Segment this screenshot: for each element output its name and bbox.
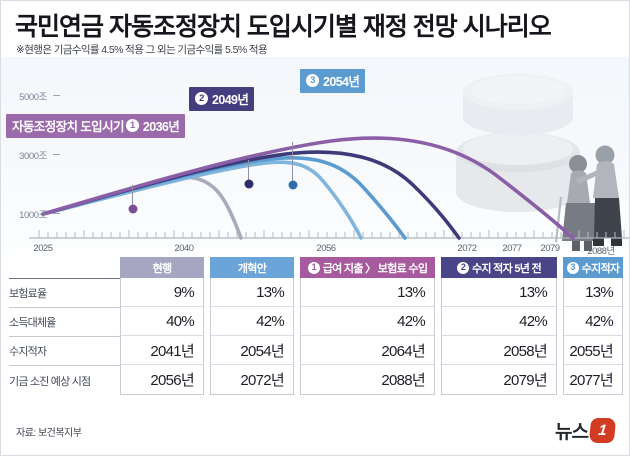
page-subtitle: ※현행은 기금수익률 4.5% 적용 그 외는 기금수익률 5.5% 적용 xyxy=(16,44,268,56)
row-label-premium-rate: 보험료율 xyxy=(9,279,121,308)
row-label-replacement-rate: 소득대체율 xyxy=(9,308,121,337)
cell-scenario-2-deficit: 2058년 xyxy=(442,336,556,365)
callout-leader-3 xyxy=(292,142,294,185)
cell-hyeonhaeng-replacement: 40% xyxy=(121,307,203,336)
table-column-scenario-2: 2 수지 적자 5년 전 13% 42% 2058년 2079년 xyxy=(441,257,557,395)
series-line-scenario-1 xyxy=(41,136,575,240)
callout-1-label: 자동조정장치 도입시기 xyxy=(12,120,124,134)
row-labels-rule xyxy=(9,278,126,279)
column-header-label: 수지적자 xyxy=(581,262,620,275)
cell-scenario-3-depletion: 2077년 xyxy=(569,372,613,389)
x-tick-label-2079: 2079 xyxy=(540,243,560,254)
callout-badge-2: 2 2049년 xyxy=(189,87,255,111)
callout-dot-2 xyxy=(244,179,254,189)
column-body-gaehyeokan: 13% 42% 2054년 2072년 xyxy=(210,278,294,395)
cell-gaehyeokan-premium: 13% xyxy=(211,278,293,307)
row-label-depletion-year: 기금 소진 예상 시점 xyxy=(9,375,91,388)
cell-scenario-1-replacement: 42% xyxy=(301,307,434,336)
table-column-scenario-3: 3 수지적자 13% 42% 2055년 2077년 xyxy=(563,257,623,395)
column-header-scenario-3: 3 수지적자 xyxy=(563,257,623,278)
callout-1-year: 2036년 xyxy=(142,120,180,134)
y-tick-label-3000: 3000조 xyxy=(19,151,47,162)
table-row-labels: 보험료율 소득대체율 수지적자 기금 소진 예상 시점 xyxy=(9,278,126,395)
column-body-scenario-2: 13% 42% 2058년 2079년 xyxy=(441,278,557,395)
cell-scenario-2-depletion: 2079년 xyxy=(503,372,547,389)
column-header-label: 현행 xyxy=(152,262,173,275)
callout-1-number: 1 xyxy=(125,119,139,132)
callout-3-year: 2054년 xyxy=(323,75,360,89)
y-tick-mark-1000 xyxy=(53,213,60,214)
callout-3-number: 3 xyxy=(306,74,319,87)
cell-scenario-1-depletion: 2088년 xyxy=(381,372,425,389)
cell-scenario-3-deficit: 2055년 xyxy=(564,336,622,365)
cell-scenario-2-replacement: 42% xyxy=(442,307,556,336)
news1-logo: 뉴스 1 xyxy=(555,417,617,444)
column-body-hyeonhaeng: 9% 40% 2041년 2056년 xyxy=(120,278,204,395)
column-header-label: 급여 지출 〉 보험료 수입 xyxy=(322,262,428,275)
table-column-gaehyeokan: 개혁안 13% 42% 2054년 2072년 xyxy=(210,257,294,395)
cell-hyeonhaeng-depletion: 2056년 xyxy=(150,372,194,389)
callout-dot-3 xyxy=(288,180,298,190)
column-header-number: 3 xyxy=(566,261,579,274)
column-header-label: 개혁안 xyxy=(237,262,267,275)
x-tick-label-2077: 2077 xyxy=(502,243,522,254)
x-tick-label-2025: 2025 xyxy=(33,243,53,254)
y-tick-mark-3000 xyxy=(53,154,60,155)
x-tick-label-2088: 2088년 xyxy=(587,246,615,257)
column-header-number: 1 xyxy=(307,261,320,274)
column-body-scenario-3: 13% 42% 2055년 2077년 xyxy=(563,278,623,395)
column-header-gaehyeokan: 개혁안 xyxy=(210,257,294,278)
callout-badge-1: 자동조정장치 도입시기 1 2036년 xyxy=(6,114,186,138)
scenario-table: 보험료율 소득대체율 수지적자 기금 소진 예상 시점 현행 9% 40% 20… xyxy=(1,257,630,409)
x-axis-ticks xyxy=(38,230,625,238)
column-body-scenario-1: 13% 42% 2064년 2088년 xyxy=(300,278,435,395)
row-label-deficit-year: 수지적자 xyxy=(9,337,121,366)
callout-badge-3: 3 2054년 xyxy=(300,69,366,93)
column-header-number: 2 xyxy=(456,261,469,274)
chart-svg xyxy=(29,74,629,251)
cell-scenario-2-premium: 13% xyxy=(442,278,556,307)
table-column-hyeonhaeng: 현행 9% 40% 2041년 2056년 xyxy=(120,257,204,395)
x-tick-label-2056: 2056 xyxy=(316,243,336,254)
page-title: 국민연금 자동조정장치 도입시기별 재정 전망 시나리오 xyxy=(15,13,552,41)
cell-gaehyeokan-deficit: 2054년 xyxy=(211,336,293,365)
table-column-scenario-1: 1 급여 지출 〉 보험료 수입 13% 42% 2064년 2088년 xyxy=(300,257,435,395)
callout-leader-1 xyxy=(132,185,134,209)
callout-2-number: 2 xyxy=(195,92,208,105)
column-header-label: 수지 적자 5년 전 xyxy=(471,262,542,275)
cell-hyeonhaeng-deficit: 2041년 xyxy=(121,336,203,365)
elderly-couple-illustration xyxy=(554,145,622,251)
cell-scenario-3-replacement: 42% xyxy=(564,307,622,336)
cell-scenario-3-premium: 13% xyxy=(564,278,622,307)
cell-gaehyeokan-depletion: 2072년 xyxy=(240,372,284,389)
logo-mark: 1 xyxy=(588,418,617,443)
column-header-scenario-2: 2 수지 적자 5년 전 xyxy=(441,257,557,278)
cell-gaehyeokan-replacement: 42% xyxy=(211,307,293,336)
cell-hyeonhaeng-premium: 9% xyxy=(121,278,203,307)
x-tick-label-2040: 2040 xyxy=(174,243,194,254)
y-tick-mark-5000 xyxy=(53,95,60,96)
column-header-scenario-1: 1 급여 지출 〉 보험료 수입 xyxy=(300,257,435,278)
callout-2-year: 2049년 xyxy=(212,93,249,107)
cell-scenario-1-deficit: 2064년 xyxy=(301,336,434,365)
y-tick-label-1000: 1000조 xyxy=(19,210,47,221)
callout-leader-2 xyxy=(248,160,250,184)
callout-dot-1 xyxy=(128,204,138,214)
column-header-hyeonhaeng: 현행 xyxy=(120,257,204,278)
cell-scenario-1-premium: 13% xyxy=(301,278,434,307)
source-note: 자료: 보건복지부 xyxy=(16,428,82,439)
y-tick-label-5000: 5000조 xyxy=(19,92,47,103)
x-tick-label-2072: 2072 xyxy=(457,243,477,254)
logo-text: 뉴스 xyxy=(555,422,589,443)
